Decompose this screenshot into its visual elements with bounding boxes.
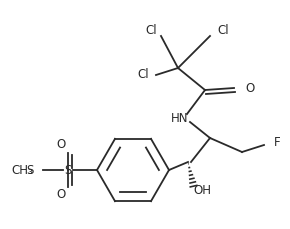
Text: O: O <box>56 188 66 202</box>
Text: OH: OH <box>193 185 211 197</box>
Text: CH₃: CH₃ <box>11 164 33 177</box>
Text: F: F <box>274 136 280 150</box>
Text: O: O <box>56 139 66 152</box>
Text: O: O <box>245 82 255 95</box>
Text: S: S <box>26 164 34 177</box>
Text: Cl: Cl <box>137 68 149 81</box>
Text: Cl: Cl <box>217 24 229 36</box>
Text: Cl: Cl <box>145 24 157 36</box>
Text: HN: HN <box>171 112 189 125</box>
Text: S: S <box>64 164 72 177</box>
